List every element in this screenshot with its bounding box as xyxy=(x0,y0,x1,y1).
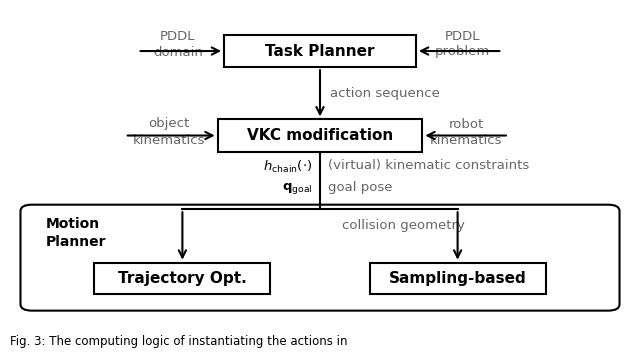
Text: collision geometry: collision geometry xyxy=(342,219,465,232)
Text: (virtual) kinematic constraints: (virtual) kinematic constraints xyxy=(328,159,529,172)
Text: PDDL
problem: PDDL problem xyxy=(435,30,490,58)
Text: $h_\mathsf{chain}(\cdot)$: $h_\mathsf{chain}(\cdot)$ xyxy=(263,159,312,175)
Text: Motion
Planner: Motion Planner xyxy=(46,217,107,249)
Text: Trajectory Opt.: Trajectory Opt. xyxy=(118,271,247,285)
Bar xyxy=(218,119,422,152)
Text: action sequence: action sequence xyxy=(330,87,440,100)
Bar xyxy=(369,263,545,294)
Text: PDDL
domain: PDDL domain xyxy=(153,30,203,58)
Text: object
kinematics: object kinematics xyxy=(132,118,205,146)
Bar xyxy=(224,35,416,67)
Text: Fig. 3: The computing logic of instantiating the actions in: Fig. 3: The computing logic of instantia… xyxy=(10,335,347,348)
Text: $\mathbf{q}_\mathsf{goal}$: $\mathbf{q}_\mathsf{goal}$ xyxy=(282,181,312,196)
Text: Sampling-based: Sampling-based xyxy=(388,271,527,285)
Text: goal pose: goal pose xyxy=(328,181,392,194)
Text: VKC modification: VKC modification xyxy=(247,128,393,143)
FancyBboxPatch shape xyxy=(20,205,620,310)
Text: robot
kinematics: robot kinematics xyxy=(429,118,502,146)
Bar xyxy=(94,263,270,294)
Text: Task Planner: Task Planner xyxy=(265,44,375,58)
